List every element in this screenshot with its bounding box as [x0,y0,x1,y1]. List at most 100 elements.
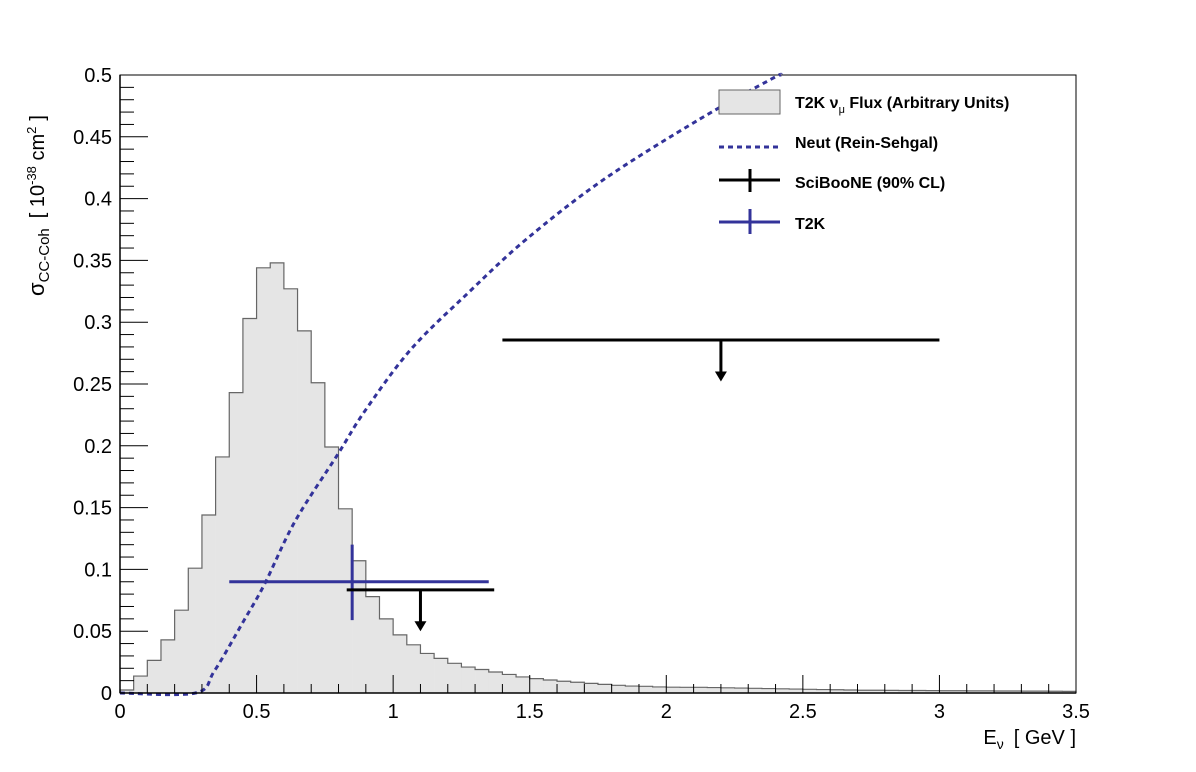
legend-neut-label: Neut (Rein-Sehgal) [795,135,938,152]
histogram-bin [529,678,544,693]
histogram-bin [584,683,599,693]
histogram-bin [324,447,339,693]
neut-curve [119,72,783,697]
histogram-bin [543,680,558,693]
histogram-bin [557,681,571,693]
legend-t2k-label: T2K [795,216,826,233]
histogram-bin [420,653,435,693]
histogram-bin [802,689,817,693]
histogram-bin [707,687,722,693]
histogram-bin [939,690,954,693]
histogram-bin [953,690,968,693]
histogram-bin [242,318,257,693]
y-tick-label: 0.25 [73,374,112,396]
histogram-bin [570,682,585,693]
x-tick-label: 1 [388,701,399,723]
histogram-bin [775,688,790,693]
histogram-bin [871,690,886,693]
x-tick-label: 2 [661,701,672,723]
histogram-bin [365,596,380,693]
x-tick-label: 0.5 [243,701,271,723]
histogram-bin [270,262,285,693]
histogram-bin [215,456,230,693]
histogram-bin [925,690,940,693]
y-tick-label: 0.45 [73,127,112,149]
histogram-bin [734,688,749,693]
histogram-bin [1062,691,1077,693]
histogram-bin [898,690,913,693]
x-axis-title: Eν[ GeV ] [983,727,1076,752]
histogram-bin [488,671,503,693]
histogram-bin [748,688,763,693]
neut-curve-layer [119,72,783,697]
y-tick-label: 0.4 [84,189,112,211]
x-tick-label: 3 [934,701,945,723]
histogram-bin [174,610,189,693]
histogram-bin [475,669,490,693]
y-tick-label: 0.1 [84,559,112,581]
histogram-bin [598,684,612,693]
x-tick-label: 3.5 [1062,701,1090,723]
axes: 0 0.5 1 1.5 2 2.5 3 3.5 0 0.05 0.1 0.15 0.2 0.25 0.3 0.… [73,65,1090,723]
histogram-bin [994,691,1009,693]
histogram-bin [720,687,735,693]
histogram-bin [393,634,408,693]
histogram-bin [638,686,653,693]
x-tick-label: 1.5 [516,701,544,723]
histogram-bin [352,560,367,693]
y-tick-label: 0.15 [73,498,112,520]
histogram-bin [379,618,394,693]
histogram-bin [652,686,667,693]
y-tick-label: 0.3 [84,312,112,334]
histogram-bin [502,674,517,693]
histogram-bin [966,690,981,693]
histogram-bin [461,667,476,693]
histogram-bin [693,687,708,693]
histogram-bin [980,690,995,693]
histogram-bin [283,288,298,693]
histogram-bin [188,568,203,693]
y-tick-label: 0.05 [73,621,112,643]
histogram-bin [201,515,216,693]
histogram-bin [311,382,326,693]
histogram-bin [338,508,353,693]
sciboone-arrow-head [414,621,427,632]
histogram-bin [1021,691,1036,693]
histogram-bin [447,663,462,693]
legend: T2K νμ Flux (Arbitrary Units) Neut (Rein… [718,89,1009,234]
y-tick-label: 0.2 [84,436,112,458]
histogram-outline [119,262,1077,693]
histogram-bin [1035,691,1049,693]
histogram-bin [297,330,312,693]
legend-flux-swatch [718,89,781,115]
histogram-bin [1048,691,1063,693]
histogram-bin [912,690,927,693]
y-tick-label: 0 [101,683,112,705]
histogram-bin [830,689,845,693]
histogram-bin [611,685,626,693]
histogram-bin [256,267,271,693]
histogram-bin [133,676,148,693]
histogram-bin [229,392,244,693]
histogram-bin [160,639,175,693]
histogram-bin [147,660,162,693]
x-tick-label: 2.5 [789,701,817,723]
histogram-bin [789,689,804,693]
histogram-bin [816,689,831,693]
legend-flux-label: T2K νμ Flux (Arbitrary Units) [795,95,1009,116]
y-axis-title: σCC-Coh[ 10-38 cm2] [24,115,53,296]
histogram-bin [843,690,858,693]
error-bars-layer [229,338,940,632]
histogram-bin [625,686,640,693]
histogram-bin [761,688,776,693]
y-tick-label: 0.5 [84,65,112,87]
histogram-bin [1007,691,1022,693]
sciboone-arrow-head [714,371,727,382]
histogram-bin [516,676,531,693]
histogram-bin [884,690,899,693]
legend-sciboone-label: SciBooNE (90% CL) [795,175,945,192]
histogram-bin [434,658,449,693]
histogram-bin [679,687,694,693]
flux-histogram [119,262,1077,693]
